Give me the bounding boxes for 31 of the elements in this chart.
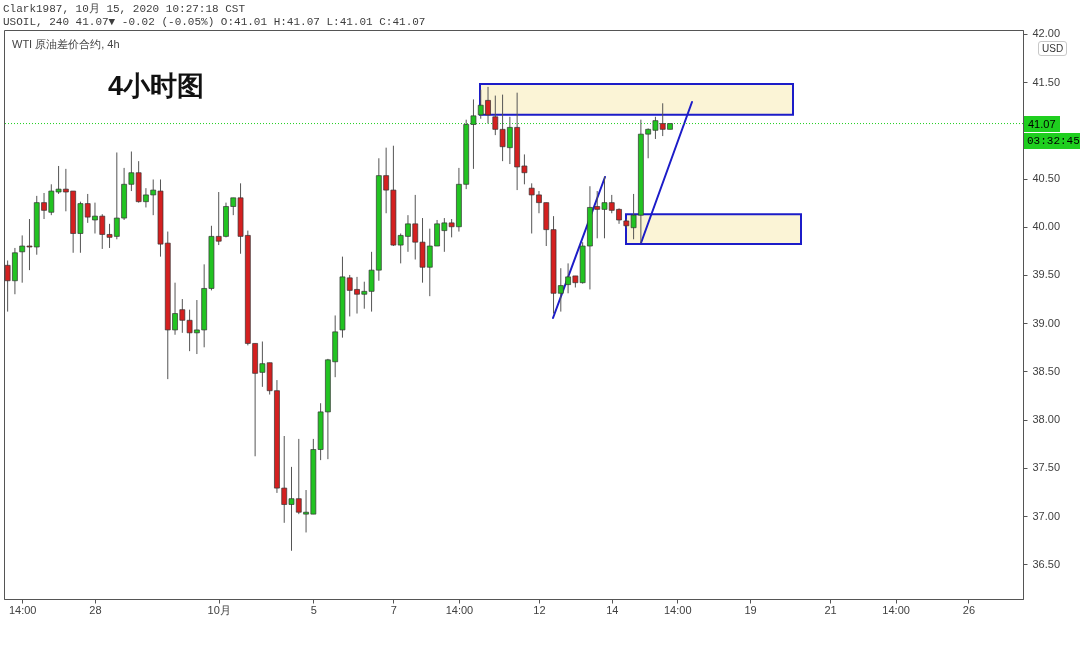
x-tick-label: 7 — [390, 603, 397, 616]
text: WTI 原油差价合约, 4h — [12, 37, 120, 52]
y-tick-label: 40.00 — [1032, 220, 1061, 233]
y-tick-label: 36.50 — [1032, 557, 1061, 570]
y-tick-label: 41.50 — [1032, 75, 1061, 88]
text: 4小时图 — [108, 70, 205, 103]
x-tick-label: 14:00 — [882, 603, 910, 616]
ref-line-label: 41.07 — [1024, 115, 1060, 132]
x-tick-label: 28 — [89, 603, 102, 616]
x-tick-label: 19 — [744, 603, 757, 616]
y-tick-label: 39.00 — [1032, 316, 1061, 329]
y-tick-label: 39.50 — [1032, 268, 1061, 281]
y-tick-label: 40.50 — [1032, 172, 1061, 185]
y-axis-title: USD — [1038, 41, 1068, 56]
x-tick-label: 12 — [533, 603, 546, 616]
x-tick-label: 21 — [824, 603, 837, 616]
x-tick-label: 10月 — [207, 603, 231, 616]
text: Clark1987, 10月 15, 2020 10:27:18 CST — [3, 3, 246, 16]
y-tick-label: 37.50 — [1032, 461, 1061, 474]
x-tick-label: 14:00 — [664, 603, 692, 616]
text: 03:32:45 — [1024, 132, 1080, 149]
y-tick-label: 37.00 — [1032, 509, 1061, 522]
x-tick-label: 14 — [606, 603, 619, 616]
y-tick-label: 38.00 — [1032, 413, 1061, 426]
x-tick-label: 14:00 — [445, 603, 474, 616]
x-tick-label: 14:00 — [8, 603, 37, 616]
text: USOIL, 240 41.07▼ -0.02 (-0.05%) O:41.01 H:41.07 L:41.01 C:41.07 — [3, 16, 426, 29]
x-tick-label: 5 — [310, 603, 317, 616]
y-tick-label: 38.50 — [1032, 364, 1061, 377]
y-tick-label: 42.00 — [1032, 27, 1061, 40]
x-tick-label: 26 — [962, 603, 976, 616]
